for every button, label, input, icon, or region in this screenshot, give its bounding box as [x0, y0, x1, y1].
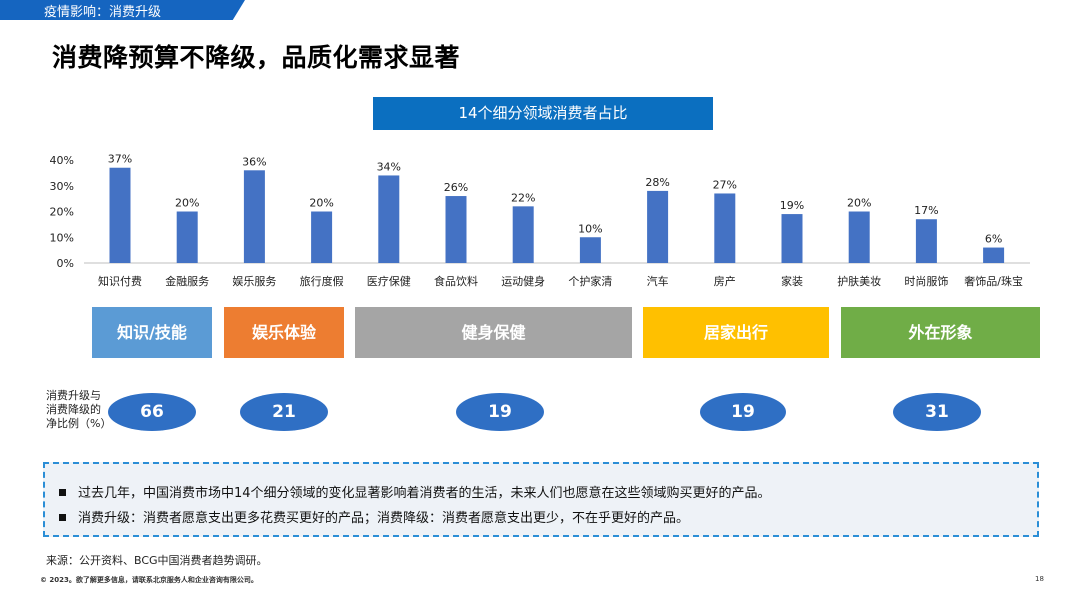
bar: [243, 170, 265, 263]
category-label: 房产: [714, 274, 736, 288]
y-tick-label: 40%: [50, 154, 74, 167]
net-value-health: 19: [456, 393, 544, 431]
bar: [848, 211, 870, 263]
category-label: 奢饰品/珠宝: [964, 274, 1023, 288]
y-tick-label: 20%: [50, 206, 74, 219]
net-ratio-label: 消费升级与 消费降级的 净比例（%）: [46, 389, 111, 431]
group-box-entertainment: 娱乐体验: [224, 307, 344, 358]
source-note: 来源：公开资料、BCG中国消费者趋势调研。: [46, 554, 268, 567]
bar: [647, 190, 669, 263]
category-label: 食品饮料: [434, 274, 478, 288]
bar-value-label: 28%: [645, 176, 669, 189]
bullet-icon: [59, 514, 66, 521]
bar-value-label: 6%: [985, 233, 1002, 246]
note-text-1: 过去几年，中国消费市场中14个细分领域的变化显著影响着消费者的生活，未来人们也愿…: [78, 486, 771, 501]
category-label: 运动健身: [501, 274, 545, 288]
group-box-home-travel: 居家出行: [643, 307, 829, 358]
bar: [915, 219, 937, 263]
category-label: 家装: [781, 274, 803, 288]
category-label: 时尚服饰: [904, 274, 948, 288]
bar-value-label: 36%: [242, 155, 266, 168]
bar-value-label: 20%: [309, 197, 333, 210]
bar-value-label: 37%: [108, 153, 132, 166]
copyright: © 2023。欲了解更多信息，请联系北京服务人和企业咨询有限公司。: [40, 576, 258, 584]
note-item-1: 过去几年，中国消费市场中14个细分领域的变化显著影响着消费者的生活，未来人们也愿…: [59, 482, 771, 501]
category-label: 金融服务: [165, 274, 209, 288]
bar-value-label: 20%: [175, 197, 199, 210]
net-value-knowledge: 66: [108, 393, 196, 431]
net-value-home-travel: 19: [700, 393, 786, 431]
bar: [512, 206, 534, 263]
bar-value-label: 20%: [847, 197, 871, 210]
bar: [983, 247, 1005, 263]
note-item-2: 消费升级：消费者愿意支出更多花费买更好的产品；消费降级：消费者愿意支出更少，不在…: [59, 507, 689, 526]
y-tick-label: 10%: [50, 231, 74, 244]
bar: [714, 193, 736, 263]
page-number: 18: [1035, 575, 1044, 583]
bar-value-label: 17%: [914, 204, 938, 217]
category-label: 汽车: [647, 274, 669, 288]
bar: [311, 211, 333, 263]
y-tick-label: 30%: [50, 180, 74, 193]
bar-value-label: 22%: [511, 191, 535, 204]
bar: [378, 175, 400, 263]
group-box-knowledge: 知识/技能: [92, 307, 212, 358]
net-ratio-label-line1: 消费升级与: [46, 389, 101, 402]
bar-value-label: 26%: [444, 181, 468, 194]
section-tab-label: 疫情影响：消费升级: [44, 5, 162, 20]
net-value-entertainment: 21: [240, 393, 328, 431]
category-label: 个护家清: [568, 274, 612, 288]
bar-chart: 0% 10% 20% 30% 40% 37% 知识付费 20% 金融服务 36% 娱乐服务 20% 旅行…: [50, 153, 1030, 288]
y-tick-label: 0%: [57, 257, 74, 270]
net-value-appearance: 31: [893, 393, 981, 431]
note-text-2: 消费升级：消费者愿意支出更多花费买更好的产品；消费降级：消费者愿意支出更少，不在…: [78, 511, 690, 526]
page-title: 消费降预算不降级，品质化需求显著: [52, 43, 461, 72]
category-label: 护肤美妆: [837, 274, 881, 288]
bar: [109, 167, 131, 263]
section-tab: 疫情影响：消费升级: [0, 0, 245, 20]
group-box-appearance: 外在形象: [841, 307, 1040, 358]
category-label: 医疗保健: [367, 274, 411, 288]
category-label: 知识付费: [98, 274, 142, 288]
bullet-icon: [59, 489, 66, 496]
bar-value-label: 34%: [377, 160, 401, 173]
net-ratio-label-line2: 消费降级的: [46, 403, 101, 416]
bar-value-label: 19%: [780, 199, 804, 212]
bar: [579, 237, 601, 263]
chart-title: 14个细分领域消费者占比: [373, 97, 713, 130]
net-ratio-label-line3: 净比例（%）: [46, 417, 112, 430]
bar-value-label: 10%: [578, 222, 602, 235]
group-box-health: 健身保健: [355, 307, 632, 358]
bar: [176, 211, 198, 263]
bar-value-label: 27%: [713, 178, 737, 191]
notes-box: 过去几年，中国消费市场中14个细分领域的变化显著影响着消费者的生活，未来人们也愿…: [43, 462, 1039, 537]
bar: [445, 196, 467, 263]
category-label: 娱乐服务: [232, 274, 276, 288]
bar: [781, 214, 803, 263]
category-label: 旅行度假: [300, 274, 344, 288]
